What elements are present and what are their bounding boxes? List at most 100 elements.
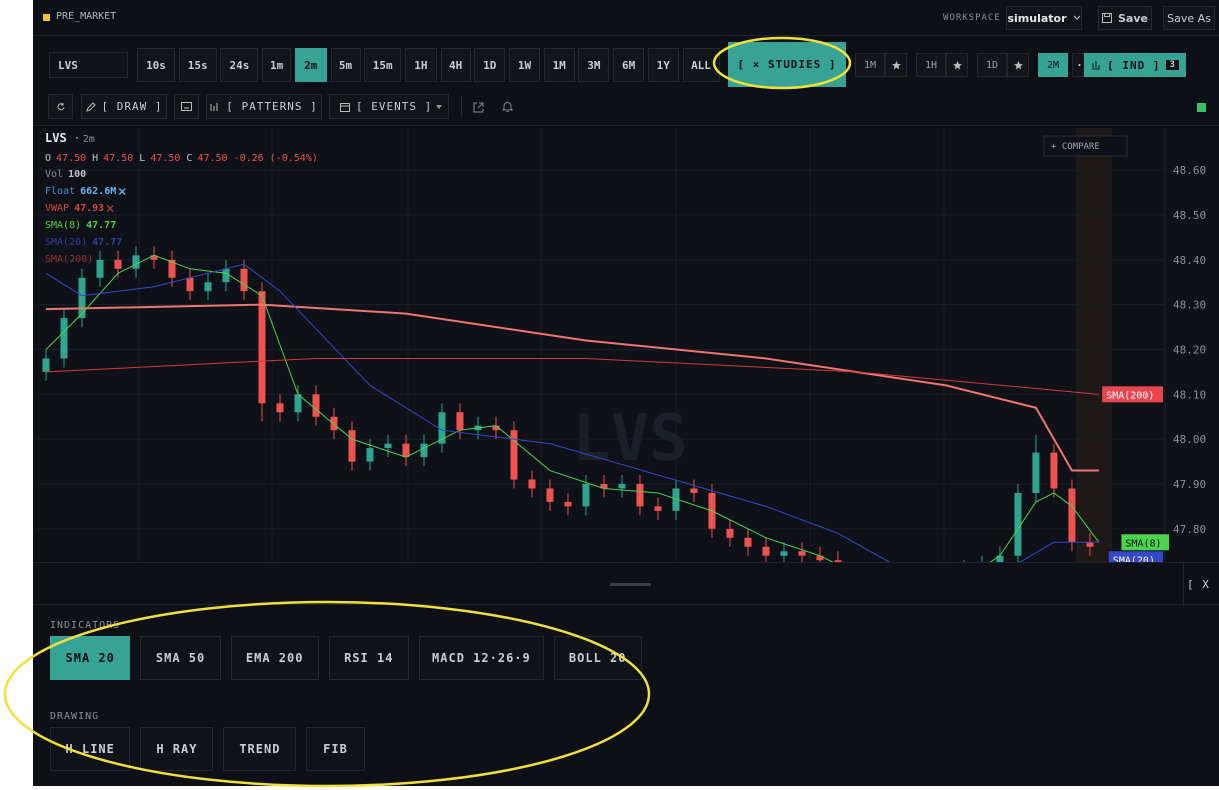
close-panel[interactable]: [ X ] [1187, 578, 1219, 591]
save-as-button[interactable]: Save As [1163, 6, 1215, 30]
y-tick-label: 47.80 [1173, 523, 1206, 536]
candle-body [186, 277, 194, 292]
candle-body [762, 546, 770, 556]
candle-body [204, 282, 212, 292]
timeframe-button[interactable]: 1m [262, 48, 292, 82]
panel-button[interactable]: TREND [223, 727, 297, 771]
symbol-input[interactable]: LVS [49, 52, 128, 78]
candle-body [546, 488, 554, 502]
favorite-button[interactable] [946, 53, 968, 77]
candle-body [456, 412, 464, 431]
ohlc-label: L [139, 153, 145, 164]
timeframe-button[interactable]: 10s [137, 48, 175, 82]
separator [461, 96, 462, 117]
popout-icon[interactable] [473, 102, 484, 113]
candle-body [240, 268, 248, 292]
timeframe-button[interactable]: 1H [404, 48, 437, 82]
interval-button[interactable]: 2M [1038, 53, 1068, 77]
keyboard-button[interactable] [174, 94, 199, 119]
interval-button[interactable]: 1H [916, 53, 946, 77]
timeframe-button[interactable]: 3M [578, 48, 610, 82]
panel-button[interactable]: RSI 14 [328, 636, 409, 680]
chart: LVS 48.60 48.50 48.40 48.30 48.20 48.10 48.00 4… [37, 128, 1219, 562]
ohlc-label: H [92, 153, 98, 164]
y-tick-label: 48.40 [1173, 254, 1206, 267]
panel-button[interactable]: BOLL 20 [553, 636, 642, 680]
top-bar: PRE_MARKET WORKSPACE simulator Save Save… [33, 0, 1219, 36]
timeframe-button[interactable]: 15s [178, 48, 217, 82]
timeframe-button[interactable]: 4H [440, 48, 471, 82]
panel-button[interactable]: MACD 12·26·9 [419, 636, 544, 680]
save-button[interactable]: Save [1098, 6, 1152, 30]
candle-body [618, 483, 626, 489]
candle-body [402, 443, 410, 458]
workspace-select[interactable]: simulator [1006, 6, 1082, 30]
status-indicator [1197, 103, 1206, 112]
favorite-button[interactable] [1007, 53, 1029, 77]
series-tag-label: SMA(8) [1125, 538, 1161, 549]
panel-button[interactable]: H LINE [50, 727, 131, 771]
timeframe-button[interactable]: 15m [364, 48, 402, 82]
timeframe-button[interactable]: 24s [220, 48, 259, 82]
timeframe-button[interactable]: 2m [294, 48, 327, 82]
candle-body [636, 483, 644, 507]
candle-body [996, 555, 1004, 562]
compare-button[interactable] [1043, 135, 1128, 157]
splitter: [ X ] [33, 562, 1219, 606]
y-tick-label: 47.90 [1173, 478, 1206, 491]
candle-body [348, 430, 356, 462]
star-icon [952, 60, 962, 69]
candle-body [672, 488, 680, 511]
candle-body [60, 318, 68, 359]
panel-button[interactable]: SMA 50 [140, 636, 221, 680]
ind: [ IND ] [1107, 58, 1161, 72]
panel-button[interactable]: H RAY [140, 727, 214, 771]
timeframe-button[interactable]: 5m [330, 48, 361, 82]
timeframe-button[interactable]: 1D [474, 48, 506, 82]
series-name: SMA(20) [45, 237, 87, 248]
interval-button[interactable]: 1M [855, 53, 885, 77]
ind-button[interactable]: [ IND ] 3 [1084, 53, 1186, 77]
patterns-button[interactable]: [ PATTERNS ] [206, 94, 322, 119]
legend-title: LVS 2m [45, 131, 95, 145]
candle-body [384, 443, 392, 449]
workspace-label: WORKSPACE [943, 13, 1001, 23]
timeframe-button[interactable]: 1Y [647, 48, 679, 82]
panel-button[interactable]: FIB [306, 727, 365, 771]
series-value: 47.93 [74, 203, 104, 214]
legend-interval: 2m [83, 134, 95, 145]
reset-button[interactable] [48, 94, 73, 119]
panel-button[interactable]: EMA 200 [230, 636, 319, 680]
candle-body [294, 394, 302, 413]
candle-body [690, 488, 698, 493]
timeframe-button[interactable]: 1M [543, 48, 575, 82]
interval-button[interactable]: 1D [977, 53, 1007, 77]
studies-button[interactable]: [ × STUDIES ] [728, 42, 846, 87]
favorite-button[interactable] [885, 53, 907, 77]
candle-body [780, 551, 788, 556]
timeframe-button[interactable]: ALL [682, 48, 720, 82]
candle-body [1068, 488, 1076, 543]
ohlc-value: 47.50 [103, 153, 133, 164]
bell-icon[interactable] [502, 101, 513, 113]
ohlc-value: 47.50 [150, 153, 180, 164]
candle-body [114, 259, 122, 269]
candle-body [1014, 492, 1022, 556]
ohlc-label: C [186, 153, 192, 164]
remove-icon[interactable] [106, 205, 114, 212]
resize-handle[interactable] [610, 583, 651, 586]
timeframe-button[interactable]: 6M [613, 48, 645, 82]
series-tag [1102, 386, 1163, 403]
remove-icon[interactable] [118, 188, 126, 195]
legend-series: SMA(20) 47.77 [45, 237, 122, 248]
indicator-line [45, 357, 1099, 395]
candle-body [582, 483, 590, 507]
series-tag [1121, 534, 1169, 551]
draw-button[interactable]: [ DRAW ] [81, 94, 167, 119]
timeframe-button[interactable]: 1W [509, 48, 540, 82]
status-dot [43, 14, 50, 21]
candle-body [222, 268, 230, 283]
events-button[interactable]: [ EVENTS ] [329, 94, 449, 119]
save-icon [1102, 13, 1112, 23]
panel-button[interactable]: SMA 20 [50, 636, 131, 680]
